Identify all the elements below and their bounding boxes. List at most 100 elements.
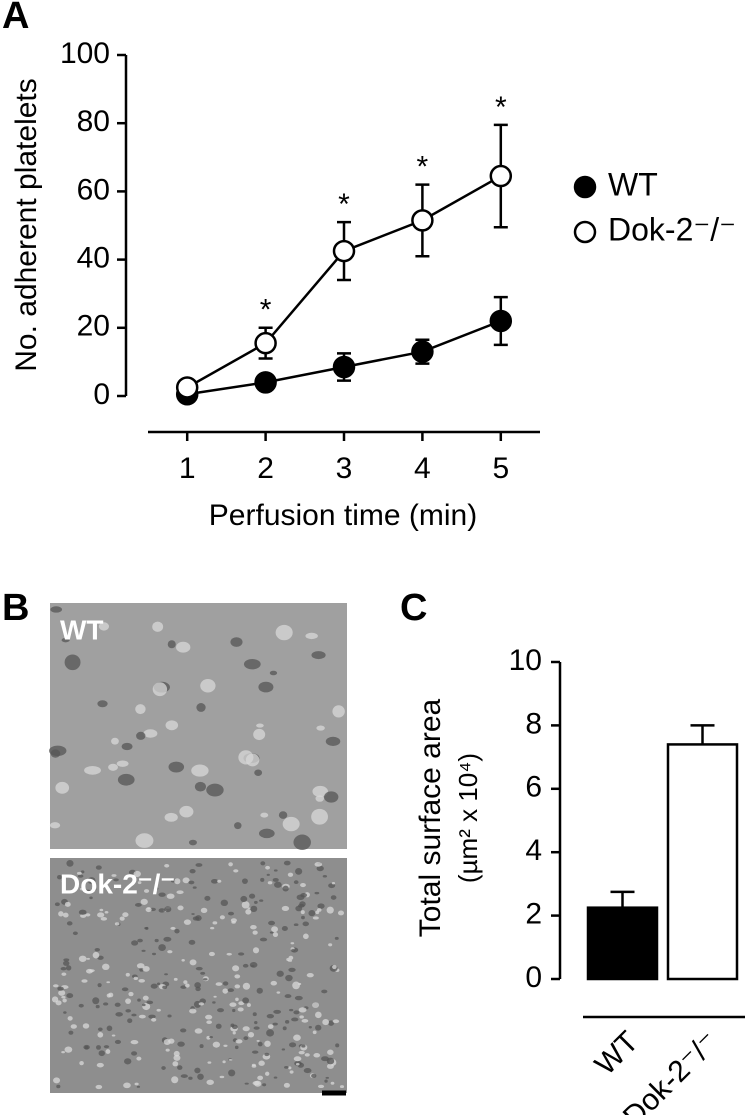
cell <box>145 926 149 930</box>
cell <box>335 1043 340 1048</box>
cell <box>252 930 258 935</box>
cell <box>242 997 250 1004</box>
cell <box>212 921 218 925</box>
significance: * <box>495 91 507 124</box>
cell <box>67 1016 73 1021</box>
cell <box>168 761 185 773</box>
cell <box>264 1052 270 1057</box>
cell <box>82 1023 90 1029</box>
cell <box>135 903 142 907</box>
cell <box>332 1019 340 1024</box>
cell <box>176 641 191 653</box>
cell <box>134 1082 139 1086</box>
cell <box>250 965 255 967</box>
cell <box>52 984 59 988</box>
panel-label: A <box>2 0 29 37</box>
cell <box>80 870 85 874</box>
cell <box>165 720 179 731</box>
cell <box>292 981 300 990</box>
cell <box>286 957 290 962</box>
cell <box>322 1018 330 1026</box>
cell <box>267 1024 274 1029</box>
cell <box>325 736 341 747</box>
y-tick-label: 8 <box>525 707 542 740</box>
cell <box>324 1079 328 1083</box>
cell <box>200 971 206 975</box>
cell <box>242 982 251 990</box>
cell <box>264 1040 271 1047</box>
cell <box>188 880 195 885</box>
cell <box>251 1064 257 1068</box>
cell <box>301 1044 306 1048</box>
cell <box>151 1017 157 1022</box>
cell <box>189 868 196 874</box>
cell <box>311 808 328 825</box>
cell <box>99 908 104 912</box>
cell <box>199 1044 204 1049</box>
cell <box>138 1014 146 1019</box>
cell <box>133 870 141 878</box>
cell <box>330 895 337 900</box>
cell <box>158 944 166 952</box>
cell <box>145 907 152 913</box>
cell <box>311 1002 320 1008</box>
cell <box>150 983 158 989</box>
cell <box>136 731 146 740</box>
cell <box>259 937 268 942</box>
marker <box>489 164 513 188</box>
cell <box>64 654 81 671</box>
cell <box>260 861 266 866</box>
cell <box>316 725 325 731</box>
cell <box>152 952 157 956</box>
cell <box>235 1039 243 1044</box>
cell <box>180 985 187 989</box>
cell <box>181 958 185 962</box>
cell <box>54 902 60 907</box>
cell <box>241 878 248 885</box>
cell <box>164 973 168 976</box>
cell <box>276 970 284 977</box>
cell <box>266 1014 274 1019</box>
cell <box>81 979 88 983</box>
marker <box>489 309 513 333</box>
cell <box>142 1003 146 1007</box>
cell <box>106 981 111 984</box>
cell <box>231 1024 238 1030</box>
cell <box>252 1080 260 1086</box>
cell <box>249 961 258 968</box>
cell <box>144 889 150 893</box>
cell <box>121 987 129 992</box>
cell <box>115 1012 123 1017</box>
cell <box>302 921 309 927</box>
cell <box>332 964 337 970</box>
cell <box>300 910 305 915</box>
micrograph-label: Dok-2⁻/⁻ <box>60 868 175 899</box>
x-tick-label: 1 <box>179 452 196 485</box>
cell <box>137 998 141 1002</box>
cell <box>61 637 70 643</box>
cell <box>92 951 100 959</box>
cell <box>232 965 240 972</box>
cell <box>66 859 74 867</box>
cell <box>86 957 91 960</box>
cell <box>328 943 333 947</box>
cell <box>95 1004 100 1009</box>
cell <box>314 862 323 867</box>
x-axis-label: Perfusion time (min) <box>209 499 477 532</box>
cell <box>78 1003 84 1008</box>
cell <box>254 769 263 777</box>
cell <box>269 670 278 676</box>
cell <box>98 622 110 631</box>
cell <box>114 1002 121 1007</box>
cell <box>260 877 265 882</box>
cell <box>246 1003 251 1007</box>
cell <box>192 886 197 889</box>
cell <box>265 1071 270 1076</box>
cell <box>123 1082 131 1089</box>
cell <box>63 960 70 966</box>
cell <box>229 1002 237 1007</box>
cell <box>95 865 102 870</box>
cell <box>177 1065 183 1070</box>
cell <box>257 1041 263 1047</box>
